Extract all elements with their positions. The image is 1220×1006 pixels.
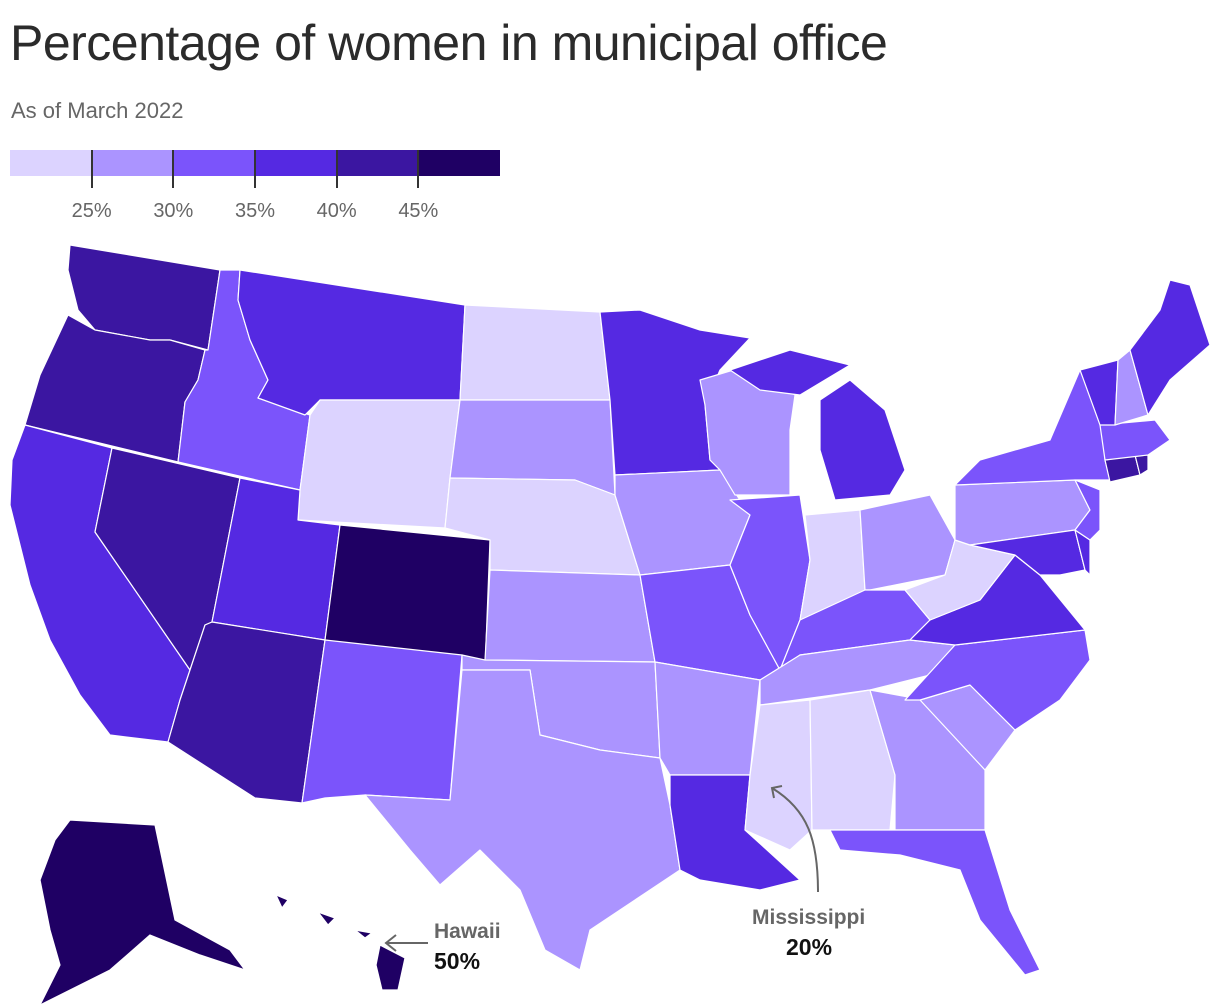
legend-tick	[90, 150, 93, 188]
mississippi-label: Mississippi	[752, 906, 866, 929]
state-north-dakota	[459, 304, 611, 401]
mississippi-value: 20%	[786, 934, 833, 960]
legend-swatch	[255, 150, 337, 176]
state-michigan	[729, 349, 906, 501]
state-alaska	[39, 819, 246, 1006]
legend-tick-label: 45%	[398, 200, 439, 222]
state-wyoming	[297, 399, 461, 529]
legend-tick	[172, 150, 175, 188]
legend-swatch	[91, 150, 174, 176]
legend-tick-label: 30%	[153, 200, 194, 222]
legend-tick	[254, 150, 256, 188]
legend-color-bar	[10, 150, 501, 176]
legend-tick	[417, 150, 420, 188]
state-massachusetts	[1099, 419, 1171, 461]
state-new-jersey	[1074, 479, 1101, 541]
legend-swatch	[336, 150, 419, 176]
legend-tick	[335, 150, 338, 188]
hawaii-arrow	[384, 934, 428, 952]
legend-swatch	[10, 150, 92, 176]
state-ohio	[859, 494, 956, 591]
chart-title: Percentage of women in municipal office	[10, 15, 888, 71]
state-montana	[237, 269, 466, 416]
legend-swatch	[418, 150, 501, 176]
hawaii-label: Hawaii	[434, 920, 501, 943]
state-maine	[1129, 279, 1211, 416]
state-florida	[829, 829, 1041, 976]
chart-subtitle: As of March 2022	[11, 98, 184, 123]
mississippi-arrow	[770, 785, 819, 893]
color-legend: 25% 30% 35% 40% 45%	[10, 150, 501, 230]
legend-swatch	[173, 150, 256, 176]
state-new-mexico	[301, 639, 463, 804]
annotation-arrows	[384, 785, 819, 952]
us-choropleth-map	[9, 244, 1211, 1006]
legend-tick-label: 25%	[71, 200, 112, 222]
legend-tick-label: 35%	[234, 200, 276, 222]
state-texas	[364, 669, 681, 971]
state-arkansas	[654, 661, 761, 776]
hawaii-value: 50%	[434, 948, 481, 974]
state-kansas	[484, 569, 656, 663]
legend-tick-label: 40%	[316, 200, 357, 222]
state-hawaii	[275, 894, 406, 991]
